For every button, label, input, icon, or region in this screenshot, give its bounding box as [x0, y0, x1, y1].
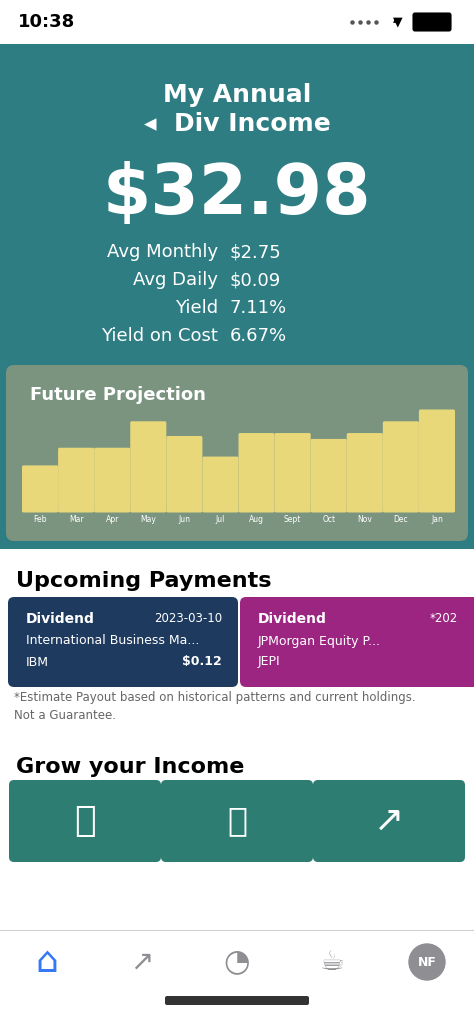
Text: $32.98: $32.98	[103, 162, 371, 229]
Text: ↗: ↗	[374, 804, 404, 838]
Text: NF: NF	[418, 955, 437, 969]
FancyBboxPatch shape	[413, 13, 450, 31]
Text: $0.12: $0.12	[182, 656, 222, 668]
FancyBboxPatch shape	[347, 433, 383, 512]
FancyBboxPatch shape	[0, 549, 474, 1025]
Text: Avg Daily: Avg Daily	[133, 271, 218, 289]
Text: ◂  Div Income: ◂ Div Income	[144, 112, 330, 136]
FancyBboxPatch shape	[6, 365, 468, 541]
Text: Future Projection: Future Projection	[30, 386, 206, 404]
Text: ☕: ☕	[319, 948, 345, 976]
Text: Mar: Mar	[69, 515, 83, 524]
Circle shape	[409, 944, 445, 980]
FancyBboxPatch shape	[8, 597, 238, 687]
Text: ⌕: ⌕	[227, 805, 247, 837]
Text: International Business Ma...: International Business Ma...	[26, 634, 200, 648]
Text: Upcoming Payments: Upcoming Payments	[16, 571, 272, 591]
Text: JPMorgan Equity P...: JPMorgan Equity P...	[258, 634, 381, 648]
Text: Yield on Cost: Yield on Cost	[101, 327, 218, 345]
FancyBboxPatch shape	[313, 780, 465, 862]
Text: Grow your Income: Grow your Income	[16, 757, 245, 777]
Text: Jan: Jan	[431, 515, 443, 524]
Text: *202: *202	[430, 613, 458, 625]
FancyBboxPatch shape	[383, 421, 419, 512]
Text: 10:38: 10:38	[18, 13, 75, 31]
Text: Yield: Yield	[175, 299, 218, 317]
Text: ▲: ▲	[393, 17, 399, 23]
FancyBboxPatch shape	[274, 433, 310, 512]
FancyBboxPatch shape	[310, 439, 347, 512]
Text: $0.09: $0.09	[230, 271, 281, 289]
FancyBboxPatch shape	[240, 597, 474, 687]
Text: JEPI: JEPI	[258, 656, 281, 668]
FancyBboxPatch shape	[9, 780, 161, 862]
Text: Apr: Apr	[106, 515, 119, 524]
FancyBboxPatch shape	[94, 448, 130, 512]
FancyBboxPatch shape	[130, 421, 166, 512]
Text: My Annual: My Annual	[163, 83, 311, 107]
FancyBboxPatch shape	[161, 780, 313, 862]
FancyBboxPatch shape	[58, 448, 94, 512]
Text: Dec: Dec	[393, 515, 408, 524]
Text: IBM: IBM	[26, 656, 49, 668]
FancyBboxPatch shape	[165, 996, 309, 1004]
Text: Sept: Sept	[284, 515, 301, 524]
FancyBboxPatch shape	[0, 0, 474, 44]
FancyBboxPatch shape	[419, 410, 455, 512]
Text: Nov: Nov	[357, 515, 372, 524]
Text: Avg Monthly: Avg Monthly	[107, 243, 218, 261]
Text: ▼: ▼	[393, 15, 403, 29]
Text: 7.11%: 7.11%	[230, 299, 287, 317]
Text: Oct: Oct	[322, 515, 335, 524]
FancyBboxPatch shape	[0, 930, 474, 1025]
Text: *Estimate Payout based on historical patterns and current holdings.
Not a Guaran: *Estimate Payout based on historical pat…	[14, 691, 416, 722]
Text: $2.75: $2.75	[230, 243, 282, 261]
Text: ⭳: ⭳	[74, 804, 96, 838]
Text: Jun: Jun	[178, 515, 191, 524]
Text: May: May	[140, 515, 156, 524]
FancyBboxPatch shape	[238, 433, 274, 512]
FancyBboxPatch shape	[0, 44, 474, 549]
Text: ↗: ↗	[130, 948, 154, 976]
Text: ◔: ◔	[224, 947, 250, 977]
Text: Dividend: Dividend	[258, 612, 327, 626]
FancyBboxPatch shape	[22, 465, 58, 512]
Text: 2023-03-10: 2023-03-10	[154, 613, 222, 625]
Text: Feb: Feb	[33, 515, 47, 524]
Text: ⌂: ⌂	[36, 945, 58, 979]
Text: Aug: Aug	[249, 515, 264, 524]
FancyBboxPatch shape	[166, 436, 202, 512]
Text: 6.67%: 6.67%	[230, 327, 287, 345]
Text: Jul: Jul	[216, 515, 225, 524]
FancyBboxPatch shape	[202, 456, 238, 512]
Text: Dividend: Dividend	[26, 612, 95, 626]
